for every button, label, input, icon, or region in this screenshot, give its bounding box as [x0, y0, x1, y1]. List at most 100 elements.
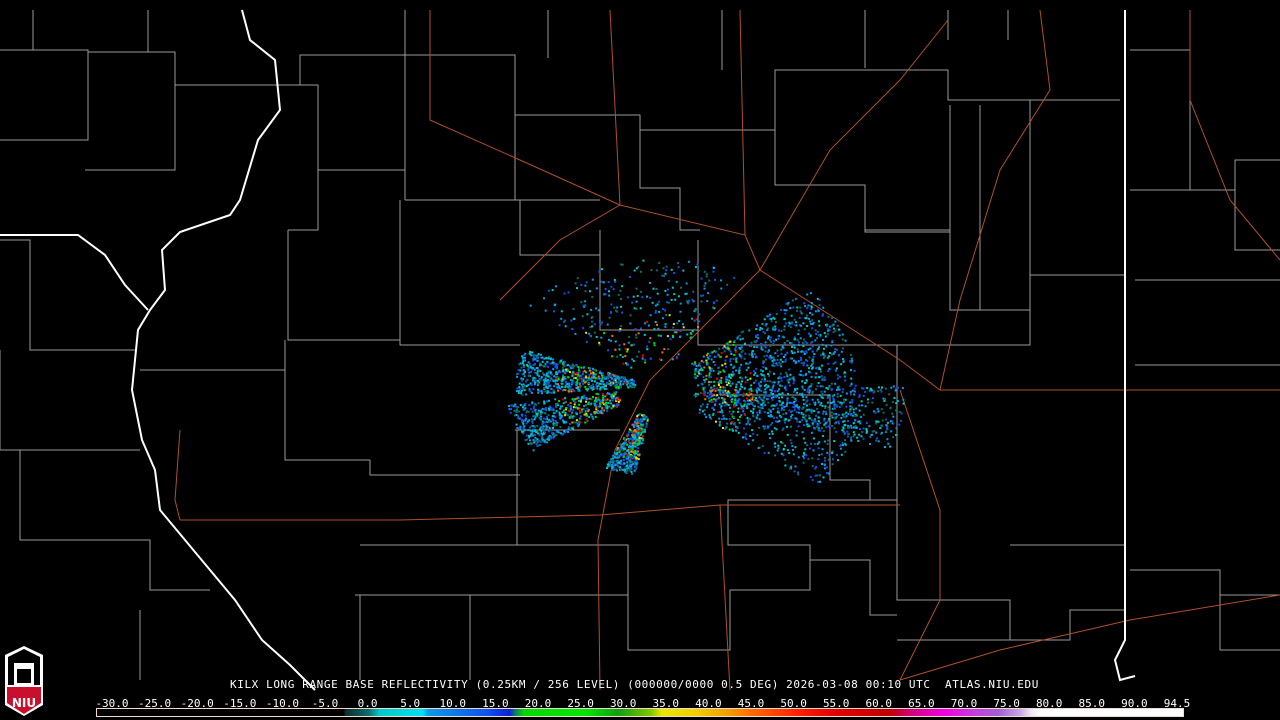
- echo-pixel: [784, 360, 787, 363]
- echo-pixel: [836, 395, 839, 398]
- echo-pixel: [546, 416, 549, 418]
- echo-pixel: [763, 411, 766, 414]
- echo-pixel: [805, 359, 807, 361]
- echo-pixel: [844, 432, 846, 435]
- echo-pixel: [790, 350, 793, 353]
- echo-pixel: [561, 366, 564, 369]
- echo-pixel: [603, 409, 606, 412]
- echo-pixel: [606, 463, 609, 466]
- echo-pixel: [826, 323, 829, 326]
- echo-pixel: [599, 400, 602, 403]
- echo-pixel: [599, 382, 602, 385]
- echo-pixel: [771, 360, 774, 362]
- echo-pixel: [708, 374, 711, 377]
- echo-pixel: [889, 407, 892, 410]
- echo-pixel: [715, 350, 717, 353]
- echo-pixel: [569, 402, 572, 405]
- echo-pixel: [742, 407, 745, 410]
- echo-pixel: [609, 375, 612, 377]
- echo-pixel: [639, 307, 642, 310]
- echo-pixel: [827, 419, 830, 422]
- echo-pixel: [881, 431, 883, 434]
- echo-pixel: [635, 466, 638, 469]
- echo-pixel: [619, 450, 621, 452]
- echo-pixel: [532, 388, 535, 390]
- echo-pixel: [656, 323, 658, 326]
- echo-pixel: [731, 382, 734, 385]
- echo-pixel: [637, 350, 640, 353]
- echo-pixel: [512, 405, 515, 408]
- echo-pixel: [793, 351, 796, 354]
- echo-pixel: [582, 327, 585, 330]
- echo-pixel: [814, 403, 817, 406]
- echo-pixel: [598, 377, 600, 380]
- echo-pixel: [540, 432, 543, 435]
- echo-pixel: [563, 430, 566, 433]
- echo-pixel: [599, 403, 602, 406]
- echo-pixel: [824, 459, 826, 462]
- echo-pixel: [561, 398, 564, 401]
- echo-pixel: [784, 322, 787, 325]
- echo-pixel: [879, 427, 882, 430]
- echo-pixel: [781, 428, 784, 431]
- echo-pixel: [562, 402, 565, 405]
- echo-pixel: [637, 419, 640, 422]
- echo-pixel: [537, 402, 540, 405]
- echo-pixel: [636, 440, 639, 443]
- echo-pixel: [607, 377, 609, 380]
- echo-pixel: [631, 434, 633, 437]
- echo-pixel: [777, 337, 780, 340]
- echo-pixel: [581, 373, 584, 376]
- echo-pixel: [552, 361, 555, 364]
- echo-pixel: [730, 374, 733, 377]
- echo-pixel: [756, 346, 759, 349]
- echo-pixel: [743, 387, 746, 390]
- echo-pixel: [529, 382, 532, 385]
- echo-pixel: [541, 427, 544, 430]
- echo-pixel: [825, 325, 828, 328]
- echo-pixel: [718, 424, 721, 427]
- echo-pixel: [706, 356, 709, 359]
- echo-pixel: [574, 332, 577, 335]
- echo-pixel: [832, 323, 835, 326]
- echo-pixel: [746, 399, 749, 402]
- echo-pixel: [736, 337, 739, 340]
- echo-pixel: [620, 298, 622, 300]
- echo-pixel: [718, 417, 721, 420]
- echo-pixel: [738, 381, 741, 384]
- echo-pixel: [532, 415, 535, 418]
- echo-pixel: [608, 294, 611, 297]
- echo-pixel: [766, 351, 769, 354]
- echo-pixel: [810, 364, 813, 367]
- echo-pixel: [629, 314, 632, 317]
- echo-pixel: [567, 369, 569, 372]
- echo-pixel: [898, 423, 901, 426]
- echo-pixel: [618, 344, 621, 347]
- echo-pixel: [551, 289, 554, 292]
- echo-pixel: [563, 365, 566, 368]
- echo-pixel: [802, 362, 805, 365]
- echo-pixel: [547, 375, 550, 378]
- echo-pixel: [590, 386, 593, 389]
- echo-pixel: [581, 410, 584, 413]
- echo-pixel: [832, 352, 835, 355]
- echo-pixel: [738, 390, 741, 392]
- echo-pixel: [624, 438, 626, 441]
- echo-pixel: [853, 390, 856, 393]
- echo-pixel: [534, 381, 537, 384]
- echo-pixel: [792, 453, 795, 456]
- echo-pixel: [590, 413, 593, 416]
- echo-pixel: [547, 414, 550, 417]
- echo-pixel: [586, 389, 589, 392]
- echo-pixel: [772, 358, 775, 361]
- echo-pixel: [605, 376, 608, 379]
- echo-pixel: [528, 434, 531, 437]
- echo-pixel: [736, 399, 739, 402]
- echo-pixel: [595, 287, 598, 290]
- echo-pixel: [551, 358, 554, 361]
- echo-pixel: [646, 348, 649, 351]
- echo-pixel: [624, 381, 627, 384]
- echo-pixel: [552, 407, 555, 410]
- echo-pixel: [634, 445, 636, 448]
- echo-pixel: [774, 325, 777, 328]
